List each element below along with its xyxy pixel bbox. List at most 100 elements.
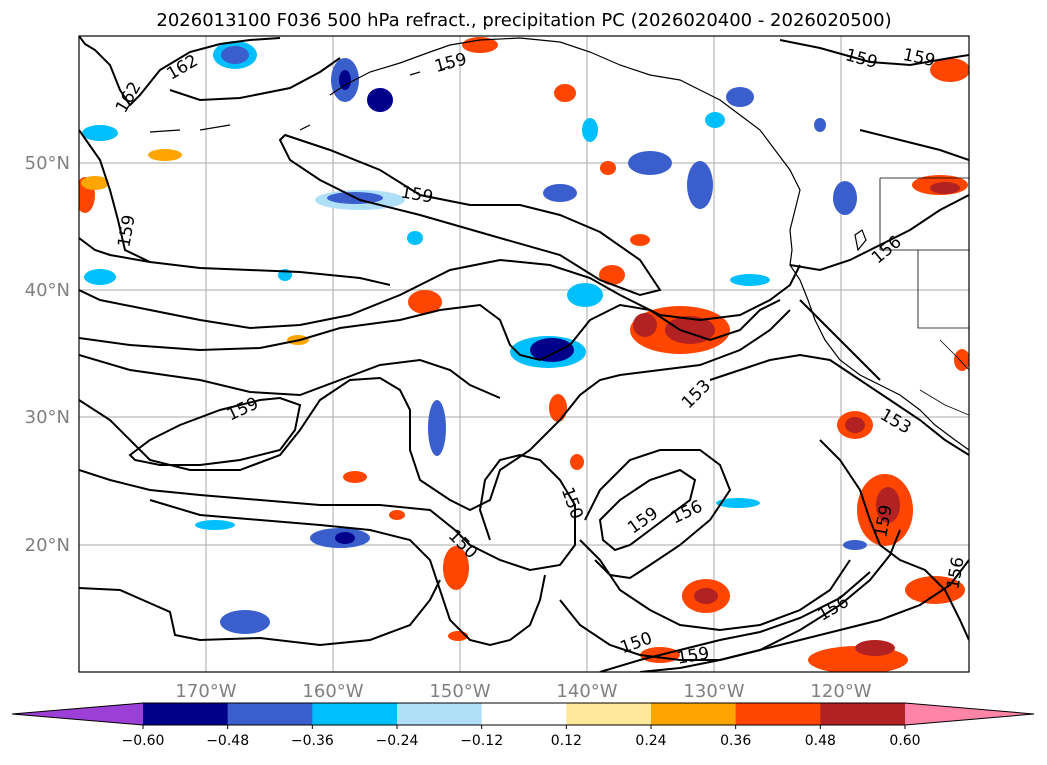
- precip-patch: [954, 349, 969, 371]
- precip-patch: [705, 112, 725, 128]
- state-borders: [879, 177, 969, 329]
- colorbar-extend-low: [12, 703, 143, 725]
- contour-line: [639, 559, 969, 672]
- precip-patch: [407, 231, 423, 245]
- lat-label: 50°N: [25, 153, 70, 174]
- precip-patch: [600, 161, 616, 175]
- colorbar-segment: [566, 703, 652, 725]
- precip-patch: [443, 546, 469, 590]
- lon-label: 130°W: [683, 681, 744, 702]
- lat-label: 40°N: [25, 280, 70, 301]
- colorbar-segment: [481, 703, 567, 725]
- lon-label: 120°W: [810, 681, 871, 702]
- colorbar-tick-label: −0.36: [291, 733, 334, 749]
- contour-line: [819, 439, 969, 641]
- colorbar-tick-label: 0.12: [551, 733, 582, 749]
- contour-line: [859, 129, 969, 161]
- north-america-coast: [329, 37, 969, 451]
- lat-label: 30°N: [25, 407, 70, 428]
- precip-patch: [195, 520, 235, 530]
- colorbar-segment: [227, 703, 313, 725]
- contour-line: [79, 453, 576, 572]
- precip-patch: [628, 151, 672, 175]
- colorbar-tick-label: −0.48: [206, 733, 249, 749]
- precip-patch: [220, 610, 270, 634]
- contour-line: [149, 499, 546, 647]
- coastlines: [149, 37, 969, 451]
- contour-line: [598, 468, 697, 552]
- refractivity-contours: [79, 36, 969, 672]
- precip-patch: [694, 588, 718, 604]
- lon-label: 150°W: [429, 681, 490, 702]
- precip-patch: [599, 265, 625, 285]
- contour-line: [779, 39, 969, 67]
- precip-patch: [81, 176, 109, 190]
- contour-line: [79, 36, 281, 107]
- precip-patch: [82, 125, 118, 141]
- island: [854, 229, 867, 252]
- aleutian-islands: [149, 65, 451, 133]
- colorbar-tick-label: −0.24: [376, 733, 419, 749]
- colorbar-extend-high: [905, 703, 1034, 725]
- precip-patch: [554, 84, 576, 102]
- precip-patch: [343, 471, 367, 483]
- contour-line: [79, 258, 801, 330]
- precip-patch: [335, 532, 355, 544]
- precip-patch: [726, 87, 754, 107]
- precip-patch: [408, 290, 442, 314]
- colorbar-segment: [820, 703, 906, 725]
- figure-title: 2026013100 F036 500 hPa refract., precip…: [156, 10, 891, 31]
- contour-line: [79, 237, 151, 263]
- precip-patch: [855, 640, 895, 656]
- precip-patch: [814, 118, 826, 132]
- contour-line: [79, 354, 501, 399]
- precip-patch: [543, 184, 577, 202]
- precip-patch: [148, 149, 182, 161]
- colorbar-segment: [143, 703, 229, 725]
- precip-patch: [876, 487, 900, 523]
- precip-patch: [833, 181, 857, 215]
- precip-patch: [716, 498, 760, 508]
- colorbar-segment: [312, 703, 398, 725]
- longitude-labels: 170°W 160°W 150°W 140°W 130°W 120°W: [175, 681, 871, 702]
- precip-patch: [582, 118, 598, 142]
- contour-line: [79, 309, 791, 512]
- lon-label: 140°W: [556, 681, 617, 702]
- precip-patch: [221, 46, 249, 64]
- colorbar-tick-label: −0.12: [460, 733, 503, 749]
- precip-patch: [549, 394, 567, 422]
- colorbar-segment: [735, 703, 821, 725]
- contour-line: [278, 133, 662, 297]
- contour-line: [799, 299, 881, 381]
- contour-line: [709, 353, 969, 456]
- precip-patch: [567, 283, 603, 307]
- map-frame: [78, 35, 970, 673]
- lon-label: 160°W: [302, 681, 363, 702]
- precip-patch: [530, 338, 574, 362]
- contour-line: [169, 57, 341, 102]
- precip-patch: [339, 70, 351, 90]
- contour-line: [789, 194, 969, 272]
- precip-patch: [730, 274, 770, 286]
- colorbar-tick-label: 0.60: [889, 733, 920, 749]
- contour-line: [599, 571, 871, 672]
- precip-patch: [905, 576, 965, 604]
- precip-patch: [843, 540, 867, 550]
- contour-line: [79, 579, 441, 647]
- precip-patch: [930, 182, 960, 194]
- latitude-labels: 50°N 40°N 30°N 20°N: [25, 153, 70, 556]
- precip-patch: [428, 400, 446, 456]
- colorbar-segment: [651, 703, 737, 725]
- contour-line: [584, 449, 732, 580]
- precip-patch: [930, 58, 969, 82]
- precip-patch: [845, 417, 865, 433]
- contour-line: [79, 299, 781, 362]
- precip-patch: [633, 313, 657, 337]
- precip-patch: [389, 510, 405, 520]
- colorbar-segment: [397, 703, 483, 725]
- mexico-coast: [919, 339, 969, 416]
- precip-patch: [570, 454, 584, 470]
- colorbar-tick-label: 0.24: [635, 733, 666, 749]
- colorbar-tick-label: −0.60: [122, 733, 165, 749]
